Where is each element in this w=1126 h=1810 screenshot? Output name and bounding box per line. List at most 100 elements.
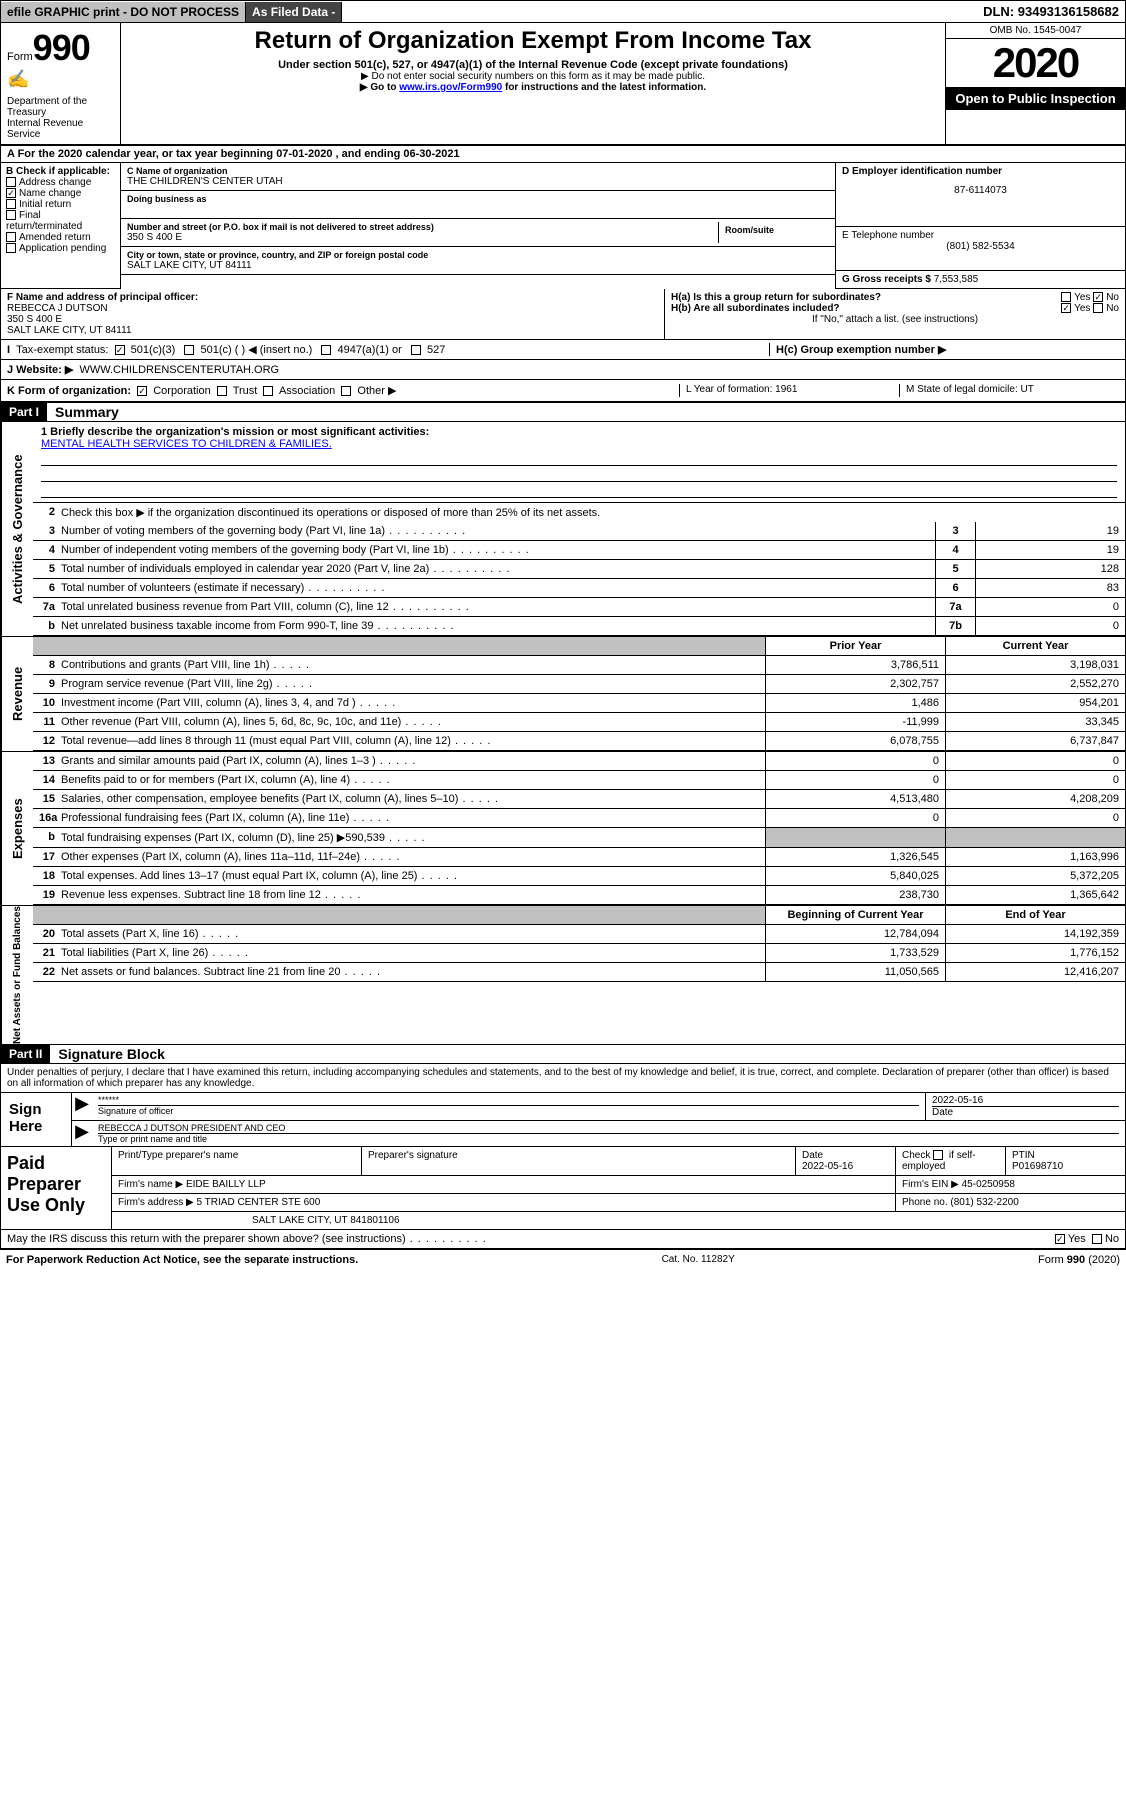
top-bar: efile GRAPHIC print - DO NOT PROCESS As … (0, 0, 1126, 23)
officer-label: F Name and address of principal officer: (7, 292, 198, 303)
table-row: 3Number of voting members of the governi… (33, 522, 1125, 541)
sign-here-label: Sign Here (1, 1093, 71, 1146)
mission-text[interactable]: MENTAL HEALTH SERVICES TO CHILDREN & FAM… (41, 438, 332, 450)
discuss-row: May the IRS discuss this return with the… (0, 1230, 1126, 1249)
current-year-hdr: Current Year (945, 637, 1125, 655)
box-h-c: H(c) Group exemption number ▶ (769, 343, 1119, 356)
ein-label: D Employer identification number (842, 166, 1002, 177)
box-c: C Name of organization THE CHILDREN'S CE… (121, 163, 835, 289)
street: 350 S 400 E (127, 232, 718, 243)
ein: 87-6114073 (842, 185, 1119, 196)
prior-year-hdr: Prior Year (765, 637, 945, 655)
table-row: 18Total expenses. Add lines 13–17 (must … (33, 867, 1125, 886)
box-f: F Name and address of principal officer:… (1, 289, 665, 339)
firm-phone: (801) 532-2200 (950, 1197, 1018, 1208)
table-row: 19Revenue less expenses. Subtract line 1… (33, 886, 1125, 905)
expenses-tab: Expenses (1, 752, 33, 905)
line-a: A For the 2020 calendar year, or tax yea… (0, 146, 1126, 163)
room-label: Room/suite (725, 225, 823, 235)
asfiled-label: As Filed Data - (246, 2, 342, 22)
form-title: Return of Organization Exempt From Incom… (131, 27, 935, 55)
omb: OMB No. 1545-0047 (946, 23, 1125, 39)
table-row: 20Total assets (Part X, line 16)12,784,0… (33, 925, 1125, 944)
table-row: 5Total number of individuals employed in… (33, 560, 1125, 579)
table-row: 11Other revenue (Part VIII, column (A), … (33, 713, 1125, 732)
table-row: 12Total revenue—add lines 8 through 11 (… (33, 732, 1125, 751)
signature-block: Under penalties of perjury, I declare th… (0, 1063, 1126, 1147)
ptin: P01698710 (1012, 1161, 1063, 1172)
expenses-section: Expenses 13Grants and similar amounts pa… (0, 752, 1126, 906)
dba-label: Doing business as (127, 194, 829, 204)
cat-no: Cat. No. 11282Y (358, 1254, 1038, 1266)
box-h: H(a) Is this a group return for subordin… (665, 289, 1125, 339)
org-name-label: C Name of organization (127, 166, 829, 176)
pra-notice: For Paperwork Reduction Act Notice, see … (6, 1254, 358, 1266)
phone-label: E Telephone number (842, 230, 1119, 241)
box-d-e-g: D Employer identification number 87-6114… (835, 163, 1125, 289)
officer-name-title: REBECCA J DUTSON PRESIDENT AND CEO (98, 1123, 1119, 1133)
ssn-note: ▶ Do not enter social security numbers o… (131, 71, 935, 82)
preparer-block: Paid Preparer Use Only Print/Type prepar… (0, 1147, 1126, 1230)
part1-header: Part I Summary (0, 403, 1126, 421)
firm-ein: 45-0250958 (962, 1179, 1015, 1190)
sig-date: 2022-05-16 (932, 1095, 1119, 1106)
part2-header: Part II Signature Block (0, 1045, 1126, 1063)
prep-date: 2022-05-16 (802, 1161, 853, 1172)
row-k: K Form of organization: Corporation Trus… (0, 380, 1126, 403)
dln: DLN: 93493136158682 (977, 1, 1125, 22)
table-row: 8Contributions and grants (Part VIII, li… (33, 656, 1125, 675)
table-row: 22Net assets or fund balances. Subtract … (33, 963, 1125, 982)
table-row: 14Benefits paid to or for members (Part … (33, 771, 1125, 790)
table-row: 17Other expenses (Part IX, column (A), l… (33, 848, 1125, 867)
table-row: bNet unrelated business taxable income f… (33, 617, 1125, 636)
officer-name: REBECCA J DUTSON (7, 303, 108, 314)
governance-section: Activities & Governance 1 Briefly descri… (0, 421, 1126, 637)
irs-link[interactable]: www.irs.gov/Form990 (399, 82, 502, 93)
year-col: OMB No. 1545-0047 2020 Open to Public In… (945, 23, 1125, 144)
firm-name: EIDE BAILLY LLP (186, 1179, 266, 1190)
table-row: 10Investment income (Part VIII, column (… (33, 694, 1125, 713)
irs-label: Internal Revenue Service (7, 118, 114, 140)
city-label: City or town, state or province, country… (127, 250, 829, 260)
table-row: 21Total liabilities (Part X, line 26)1,7… (33, 944, 1125, 963)
open-to-public: Open to Public Inspection (946, 87, 1125, 110)
part2-label: Part II (1, 1045, 50, 1063)
firm-city: SALT LAKE CITY, UT 841801106 (111, 1212, 1125, 1229)
table-row: 13Grants and similar amounts paid (Part … (33, 752, 1125, 771)
form-id-col: Form990 ✍ Department of the Treasury Int… (1, 23, 121, 144)
box-b: B Check if applicable: Address change Na… (1, 163, 121, 289)
end-year-hdr: End of Year (945, 906, 1125, 924)
part1-label: Part I (1, 403, 47, 421)
table-row: 15Salaries, other compensation, employee… (33, 790, 1125, 809)
f-h-block: F Name and address of principal officer:… (0, 289, 1126, 340)
tax-year: 2020 (946, 39, 1125, 87)
begin-year-hdr: Beginning of Current Year (765, 906, 945, 924)
row-j: J Website: ▶ WWW.CHILDRENSCENTERUTAH.ORG (0, 360, 1126, 380)
table-row: 4Number of independent voting members of… (33, 541, 1125, 560)
netassets-tab: Net Assets or Fund Balances (1, 906, 33, 1044)
mission-block: 1 Briefly describe the organization's mi… (33, 422, 1125, 503)
city: SALT LAKE CITY, UT 84111 (127, 260, 829, 271)
table-row: 7aTotal unrelated business revenue from … (33, 598, 1125, 617)
table-row: bTotal fundraising expenses (Part IX, co… (33, 828, 1125, 848)
year-formation: L Year of formation: 1961 (679, 384, 899, 397)
table-row: 16aProfessional fundraising fees (Part I… (33, 809, 1125, 828)
preparer-label: Paid Preparer Use Only (1, 1147, 111, 1229)
form-header: Form990 ✍ Department of the Treasury Int… (0, 23, 1126, 146)
subtitle: Under section 501(c), 527, or 4947(a)(1)… (131, 59, 935, 71)
firm-addr: 5 TRIAD CENTER STE 600 (197, 1197, 321, 1208)
dept-treasury: Department of the Treasury (7, 96, 114, 118)
title-col: Return of Organization Exempt From Incom… (121, 23, 945, 144)
gross-receipts: 7,553,585 (934, 274, 979, 285)
row-i: I Tax-exempt status: 501(c)(3) 501(c) ( … (0, 340, 1126, 360)
website: WWW.CHILDRENSCENTERUTAH.ORG (79, 364, 279, 376)
org-name: THE CHILDREN'S CENTER UTAH (127, 176, 829, 187)
mission-label: 1 Briefly describe the organization's mi… (41, 426, 429, 438)
table-row: 9Program service revenue (Part VIII, lin… (33, 675, 1125, 694)
gross-label: G Gross receipts $ (842, 274, 931, 285)
netassets-section: Net Assets or Fund Balances Beginning of… (0, 906, 1126, 1045)
page-footer: For Paperwork Reduction Act Notice, see … (0, 1249, 1126, 1270)
revenue-tab: Revenue (1, 637, 33, 751)
governance-tab: Activities & Governance (1, 422, 33, 636)
goto-note: ▶ Go to www.irs.gov/Form990 for instruct… (131, 82, 935, 93)
